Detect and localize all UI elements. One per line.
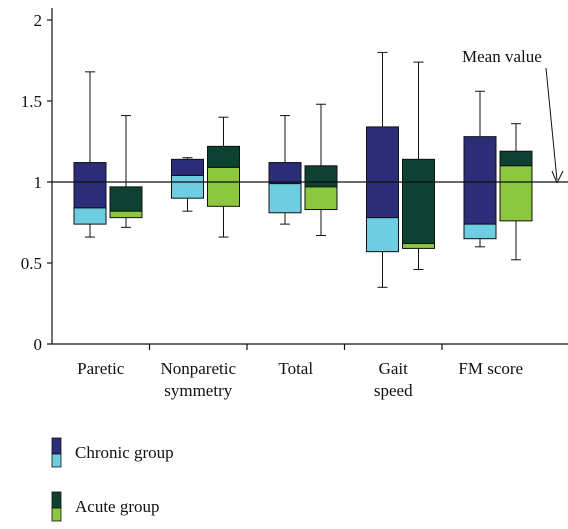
box-acute-0 [109,115,143,228]
legend-item-acute: Acute group [51,491,160,522]
x-tick-label: symmetry [164,381,232,400]
x-tick-label: Total [278,359,313,378]
box-upper-quartile [268,162,302,185]
box-lower-quartile [402,243,435,249]
box-upper-quartile [207,145,240,168]
x-ticks: Paretic Nonparetic symmetry Total Gait speed F… [77,344,523,400]
box-upper-quartile [304,165,338,188]
box-lower-quartile [207,166,240,207]
box-lower-quartile [366,217,399,253]
box-lower-quartile [499,165,533,222]
box-upper-quartile [73,162,107,209]
legend-swatch-upper [51,491,62,509]
box-lower-quartile [304,186,338,211]
box-lower-quartile [171,175,204,199]
box-acute-4 [499,123,533,261]
box-chronic-3 [366,51,399,288]
x-tick-label: Gait [379,359,409,378]
box-upper-quartile [499,150,533,167]
reference-layer: Mean value [52,47,568,184]
box-chronic-1 [171,157,204,212]
legend-label: Acute group [75,497,160,516]
box-lower-quartile [463,223,497,240]
y-tick-label: 0 [34,335,43,354]
legend-swatch-lower [51,453,62,468]
legend-item-chronic: Chronic group [51,437,174,468]
legend-label: Chronic group [75,443,174,462]
box-upper-quartile [402,158,435,245]
plot-marks [73,51,533,288]
y-tick-label: 0.5 [21,254,42,273]
y-ticks: 0 0.5 1 1.5 2 [21,11,52,354]
x-tick-label: speed [374,381,413,400]
y-tick-label: 1 [34,173,43,192]
x-tick-label: FM score [458,359,523,378]
box-lower-quartile [73,207,107,225]
box-upper-quartile [171,158,204,177]
axes [51,8,568,345]
y-tick-label: 2 [34,11,43,30]
box-upper-quartile [463,136,497,225]
box-chronic-4 [463,90,497,248]
mean-value-label: Mean value [462,47,542,66]
box-acute-1 [207,116,240,238]
box-upper-quartile [366,126,399,219]
legend-swatch-lower [51,507,62,522]
box-chronic-0 [73,71,107,238]
legend-swatch-upper [51,437,62,455]
box-acute-3 [402,61,435,270]
legend: Chronic group Acute group [51,437,174,522]
box-upper-quartile [109,186,143,212]
box-lower-quartile [109,210,143,219]
box-chronic-2 [268,115,302,225]
x-tick-label: Nonparetic [160,359,236,378]
x-tick-label: Paretic [77,359,125,378]
mean-value-arrow [545,67,558,181]
box-lower-quartile [268,183,302,214]
mean-value-arrowhead [551,170,564,184]
box-acute-2 [304,103,338,236]
y-tick-label: 1.5 [21,92,42,111]
